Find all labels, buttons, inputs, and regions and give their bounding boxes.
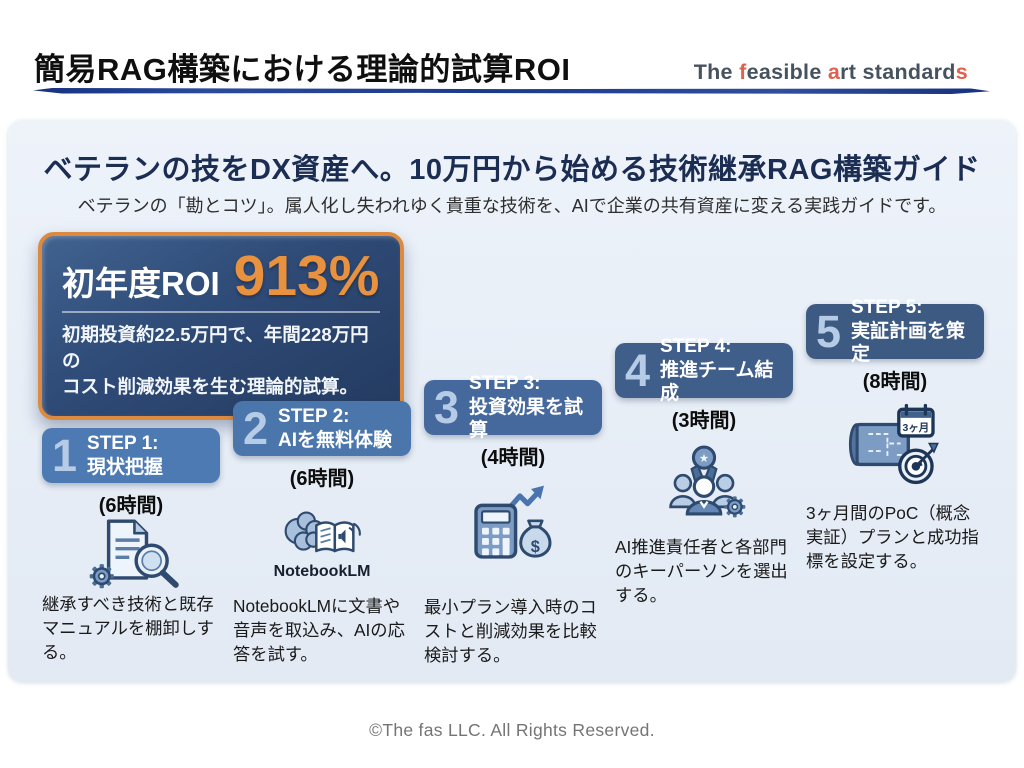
logo-segment: f: [739, 60, 747, 84]
gear-icon: [89, 564, 114, 589]
roi-divider: [62, 311, 380, 313]
step-column-5: 5 STEP 5: 実証計画を策定 (8時間) 3ヶ月: [806, 297, 984, 604]
step-description: AI推進責任者と各部門のキーパーソンを選出する。: [615, 537, 788, 606]
logo-segment: s: [955, 60, 968, 84]
step-title-line2: AIを無料体験: [278, 429, 393, 451]
plan-target-icon: 3ヶ月: [848, 396, 943, 491]
step-number: 5: [816, 306, 842, 357]
team-award-icon: ★: [660, 440, 748, 528]
step-number: 2: [243, 403, 269, 454]
step-title: STEP 5: 実証計画を策定: [851, 296, 974, 367]
roi-label: 初年度ROI: [62, 265, 220, 302]
step-column-4: 4 STEP 4: 推進チーム結成 (3時間) ★: [615, 336, 793, 643]
step-title: STEP 4: 推進チーム結成: [660, 335, 783, 406]
roi-highlight-box: 初年度ROI 913% 初期投資約22.5万円で、年間228万円の コスト削減効…: [38, 232, 404, 420]
logo: The feasible art standards: [694, 60, 968, 85]
step-title-line2: 投資効果を試算: [469, 396, 584, 442]
calendar-label: 3ヶ月: [903, 422, 930, 434]
step-column-1: 1 STEP 1: 現状把握 (6時間): [42, 428, 220, 728]
growth-arrow-icon: [506, 488, 543, 512]
step-description: 継承すべき技術と既存マニュアルを棚卸しする。: [42, 594, 214, 663]
hero-subheading: ベテランの「勘とコツ」。属人化し失われゆく貴重な技術を、AIで企業の共有資産に変…: [77, 196, 947, 216]
svg-text:$: $: [531, 538, 540, 556]
step-column-3: 3 STEP 3: 投資効果を試算 (4時間) $: [424, 373, 602, 680]
step-duration: (3時間): [671, 410, 737, 432]
hero-heading: ベテランの技をDX資産へ。10万円から始める技術継承RAG構築ガイド: [43, 154, 981, 186]
step-number: 4: [625, 345, 651, 396]
step-title-line1: STEP 5:: [851, 296, 923, 318]
step-title-line1: STEP 4:: [660, 335, 732, 357]
gear-icon: [724, 496, 746, 518]
step-column-2: 2 STEP 2: AIを無料体験 (6時間): [233, 401, 411, 701]
step-description: 最小プラン導入時のコストと削減効果を比較検討する。: [424, 597, 597, 666]
step-number: 1: [52, 430, 78, 481]
step-duration: (6時間): [289, 468, 355, 490]
step-title-line2: 現状把握: [87, 456, 164, 478]
step-title-line1: STEP 1:: [87, 432, 159, 454]
roi-line-1: 初期投資約22.5万円で、年間228万円の: [62, 324, 369, 371]
step-title-line1: STEP 2:: [278, 405, 350, 427]
step-title-line2: 実証計画を策定: [851, 320, 966, 366]
page-title: 簡易RAG構築における理論的試算ROI: [34, 52, 571, 87]
calculator-money-icon: $: [466, 483, 561, 569]
step-number: 3: [434, 382, 460, 433]
roi-line-2: コスト削減効果を生む理論的試算。: [62, 375, 359, 397]
step-description: 3ヶ月間のPoC（概念実証）プランと成功指標を設定する。: [806, 503, 979, 572]
people-icon: [669, 473, 739, 516]
step-4-header: 4 STEP 4: 推進チーム結成: [615, 336, 793, 404]
roi-description: 初期投資約22.5万円で、年間228万円の コスト削減効果を生む理論的試算。: [62, 322, 380, 400]
step-title: STEP 2: AIを無料体験: [278, 405, 392, 453]
brush-divider: [33, 88, 990, 94]
logo-segment: a: [827, 60, 841, 84]
step-title-line1: STEP 3:: [469, 372, 541, 394]
step-description: NotebookLMに文書や音声を取込み、AIの応答を試す。: [233, 596, 405, 665]
step-3-header: 3 STEP 3: 投資効果を試算: [424, 373, 602, 441]
step-5-header: 5 STEP 5: 実証計画を策定: [806, 297, 984, 365]
logo-segment: easible: [746, 60, 828, 84]
icon-caption: NotebookLM: [273, 563, 371, 580]
roi-headline: 初年度ROI 913%: [62, 248, 380, 305]
roi-value: 913%: [233, 244, 380, 308]
logo-segment: rt standard: [840, 60, 956, 84]
step-duration: (6時間): [98, 495, 164, 517]
step-1-header: 1 STEP 1: 現状把握: [42, 428, 220, 483]
step-title: STEP 1: 現状把握: [87, 432, 163, 480]
step-duration: (4時間): [480, 447, 546, 469]
logo-segment: The: [693, 60, 740, 84]
document-search-icon: [79, 516, 182, 590]
svg-text:★: ★: [699, 453, 709, 465]
step-title-line2: 推進チーム結成: [660, 359, 774, 405]
step-2-header: 2 STEP 2: AIを無料体験: [233, 401, 411, 456]
copyright: ©The fas LLC. All Rights Reserved.: [369, 720, 655, 740]
step-duration: (8時間): [862, 371, 928, 393]
brain-notebook-icon: [279, 504, 365, 561]
step-title: STEP 3: 投資効果を試算: [469, 372, 592, 443]
